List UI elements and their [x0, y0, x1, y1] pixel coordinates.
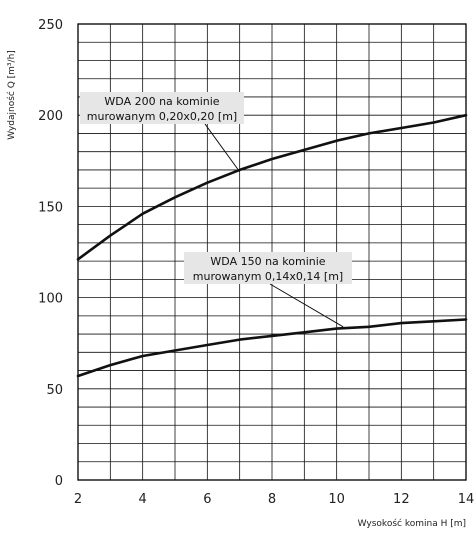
annotation-wda200-line1: WDA 200 na kominie — [104, 95, 219, 108]
x-tick-label: 14 — [458, 492, 475, 507]
annotation-leaders — [205, 124, 343, 327]
annotation-wda150-line2: murowanym 0,14x0,14 [m] — [193, 270, 343, 283]
leader-line-wda150 — [270, 284, 343, 327]
x-tick-label: 8 — [268, 492, 276, 507]
annotation-wda200: WDA 200 na kominie murowanym 0,20x0,20 [… — [80, 92, 244, 124]
y-tick-label: 250 — [38, 18, 63, 33]
x-tick-label: 6 — [203, 492, 211, 507]
annotation-wda200-line2: murowanym 0,20x0,20 [m] — [87, 110, 237, 123]
leader-line-wda200 — [205, 124, 240, 172]
x-axis-label: Wysokość komina H [m] — [358, 518, 466, 529]
y-tick-label: 150 — [38, 200, 63, 215]
annotation-wda150: WDA 150 na kominie murowanym 0,14x0,14 [… — [184, 252, 352, 284]
x-tick-label: 2 — [74, 492, 82, 507]
y-tick-label: 50 — [46, 383, 63, 398]
x-tick-label: 10 — [328, 492, 345, 507]
y-axis-label: Wydajność Q [m³/h] — [6, 50, 17, 140]
y-tick-label: 200 — [38, 109, 63, 124]
y-tick-label: 0 — [55, 474, 63, 489]
y-tick-label: 100 — [38, 292, 63, 307]
x-tick-label: 12 — [393, 492, 410, 507]
x-tick-label: 4 — [139, 492, 147, 507]
annotation-wda150-line1: WDA 150 na kominie — [210, 255, 325, 268]
